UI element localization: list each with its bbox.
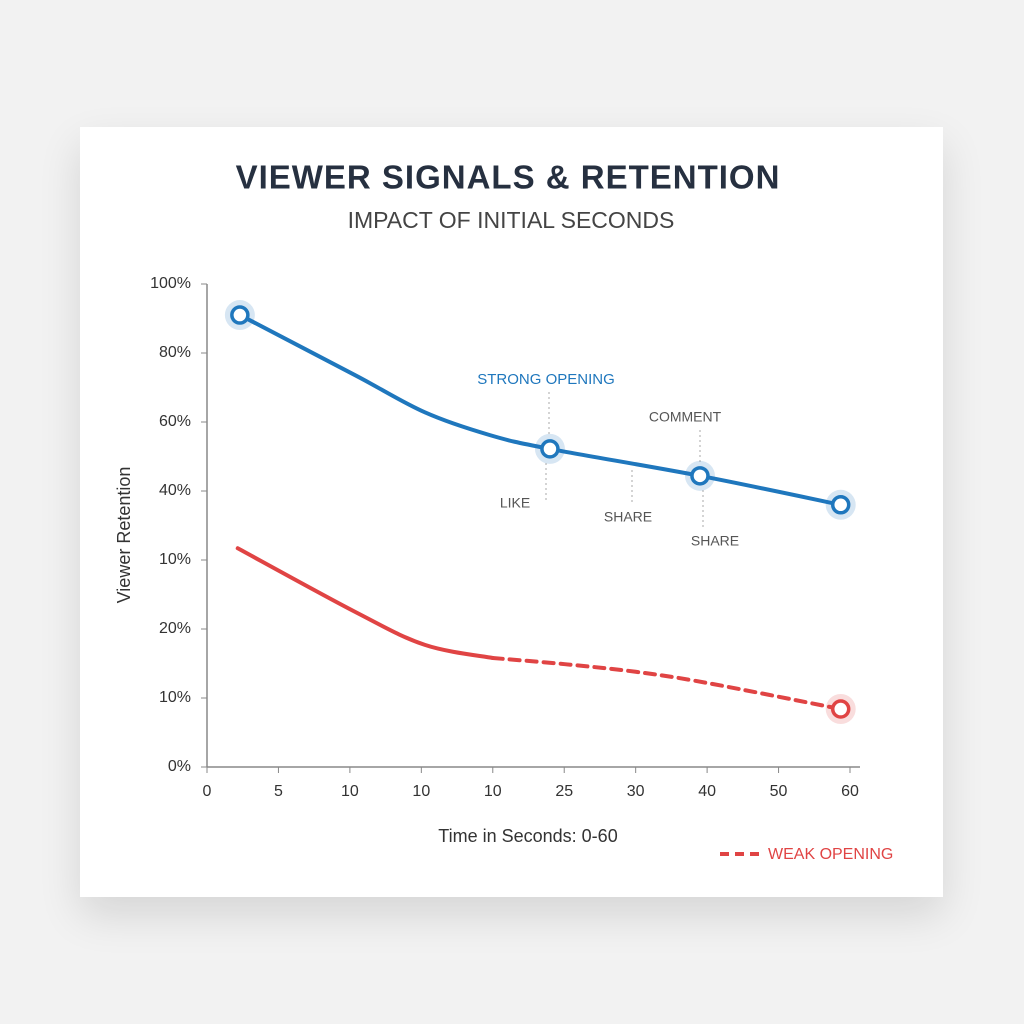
marker [540, 439, 560, 459]
series-line [237, 313, 843, 507]
series-label: STRONG OPENING [477, 371, 615, 388]
x-tick-label: 10 [412, 783, 430, 800]
y-tick-label: 40% [159, 482, 191, 499]
marker [830, 699, 851, 719]
y-tick-label: 10% [159, 689, 191, 706]
y-tick-label: 10% [159, 551, 191, 568]
marker [690, 466, 710, 486]
x-axis-label: Time in Seconds: 0-60 [438, 826, 617, 846]
card [80, 127, 943, 897]
x-tick-label: 30 [627, 783, 645, 800]
x-tick-label: 0 [203, 783, 212, 800]
x-tick-label: 50 [770, 783, 788, 800]
annotation-leaders [545, 392, 704, 530]
y-tick-label: 80% [159, 344, 191, 361]
x-tick-label: 10 [484, 783, 502, 800]
annotation: COMMENT [649, 409, 722, 425]
annotation: SHARE [691, 533, 739, 549]
annotation: SHARE [604, 509, 652, 525]
legend-label: WEAK OPENING [768, 846, 893, 863]
y-tick-label: 20% [159, 620, 191, 637]
x-tick-label: 10 [341, 783, 359, 800]
annotation: LIKE [500, 495, 530, 511]
marker [230, 305, 250, 325]
series-line [235, 546, 495, 660]
y-tick-label: 60% [159, 413, 191, 430]
x-tick-label: 60 [841, 783, 859, 800]
series-line [490, 655, 843, 712]
x-tick-label: 25 [555, 783, 573, 800]
x-tick-label: 40 [698, 783, 716, 800]
y-axis-label: Viewer Retention [114, 467, 134, 604]
marker [830, 495, 851, 515]
chart-title: VIEWER SIGNALS & RETENTION [236, 159, 781, 196]
y-tick-label: 0% [168, 758, 191, 775]
y-tick-label: 100% [150, 275, 191, 292]
chart-subtitle: IMPACT OF INITIAL SECONDS [348, 207, 675, 233]
x-tick-label: 5 [274, 783, 283, 800]
